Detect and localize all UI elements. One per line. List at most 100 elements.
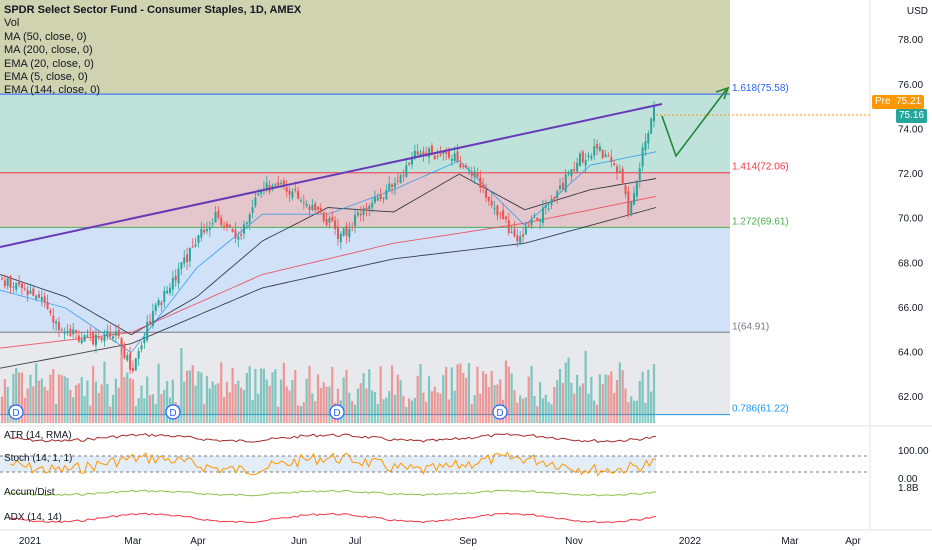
volume-bar [453,390,456,423]
time-tick-4: Jul [349,536,362,547]
volume-bar [482,371,485,423]
volume-bar [308,365,311,423]
indicator-vol[interactable]: Vol [4,17,20,30]
volume-bar [516,402,519,423]
volume-bar [456,364,459,423]
candle-body [294,189,297,191]
candle-body [382,197,385,199]
volume-bar [467,363,471,423]
candle-body [211,223,214,225]
drawings[interactable] [0,86,870,248]
volume-bar [282,362,285,423]
candle-body [83,335,86,342]
atr-label[interactable]: ATR (14, RMA) [4,430,72,441]
volume-bar [382,399,385,423]
chart-legend: SPDR Select Sector Fund - Consumer Stapl… [4,4,301,98]
volume-bar [17,372,21,423]
candle-body [339,233,342,243]
candle-body [1,278,3,280]
volume-bar [425,401,428,423]
volume-bar [507,366,510,423]
volume-bar [129,378,132,423]
stoch-label[interactable]: Stoch (14, 1, 1) [4,453,73,464]
stoch-line [9,451,657,477]
time-tick-5: Sep [459,536,477,547]
candle-body [453,153,456,161]
volume-bar [319,388,322,423]
candle-body [473,171,476,177]
indicator-ema20[interactable]: EMA (20, close, 0) [4,57,94,70]
candle-body [413,150,416,157]
volume-bar [439,393,442,423]
candle-body [459,163,462,168]
indicator-ema5[interactable]: EMA (5, close, 0) [4,71,88,84]
adx-label[interactable]: ADX (14, 14) [4,512,62,523]
volume-bar [37,380,41,423]
candle-body [467,168,470,170]
volume-bar [94,381,98,423]
volume-bar [185,370,189,423]
candle-body [510,231,513,233]
volume-bar [15,368,18,423]
volume-bar [274,369,277,423]
volume-bar [353,404,357,423]
volume-bar [100,384,103,423]
dividend-label-0: D [12,408,19,419]
candle-body [527,225,530,227]
volume-bar [533,395,536,423]
candle-body [3,280,6,287]
candle-body [9,275,12,288]
indicator-ma200[interactable]: MA (200, close, 0) [4,44,93,57]
candle-body [277,182,280,186]
volume-bar [151,394,154,423]
candle-body [234,229,237,239]
candle-body [140,345,143,350]
volume-bar [393,394,397,423]
price-tick-6: 68.00 [898,258,923,269]
volume-bar [157,363,160,423]
volume-bar [521,398,525,423]
candle-body [151,310,154,327]
candle-body [63,332,66,334]
candle-body [317,206,320,210]
volume-bar [416,375,419,423]
volume-bar [316,374,320,423]
volume-bar [171,379,174,423]
candle-body [251,207,254,213]
candle-body [29,290,32,294]
candle-body [348,228,351,238]
volume-bar [183,381,186,423]
candle-body [188,247,191,262]
indicator-ema144[interactable]: EMA (144, close, 0) [4,84,100,97]
candle-body [578,153,581,166]
candle-body [593,146,596,156]
currency-label[interactable]: USD [906,6,928,17]
accum-dist-label[interactable]: Accum/Dist [4,487,55,498]
candle-body [573,169,576,171]
candle-body [143,336,146,344]
time-tick-2: Apr [190,536,206,547]
candle-body [225,223,228,228]
candle-body [186,254,189,263]
indicator-panes [0,425,932,524]
volume-bar [550,404,553,423]
candle-body [388,183,391,191]
volume-bar [635,400,639,423]
volume-bar [476,366,479,423]
fib-label-1: 1.414(72.06) [732,162,789,173]
price-tick-7: 66.00 [898,303,923,314]
candle-body [214,212,217,223]
candle-body [396,180,399,182]
indicator-ma50[interactable]: MA (50, close, 0) [4,30,87,43]
candle-body [274,184,277,186]
time-tick-9: Apr [845,536,861,547]
candle-body [356,212,359,216]
volume-bar [447,399,451,423]
candle-body [55,321,58,324]
candle-body [422,151,425,156]
volume-bar [650,391,653,423]
candle-body [416,151,419,155]
volume-bar [97,392,100,423]
volume-bar [3,379,6,423]
